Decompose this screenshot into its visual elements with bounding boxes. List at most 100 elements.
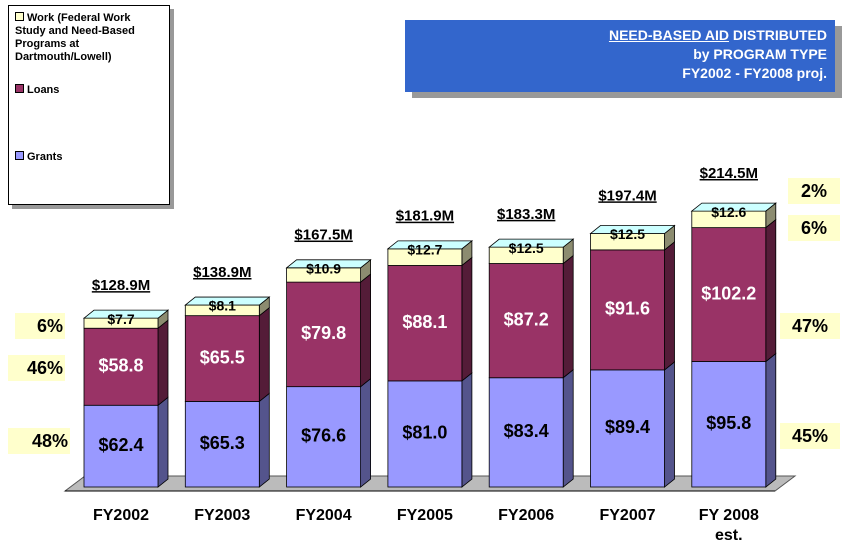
annotation-box [788, 178, 840, 204]
bar-segment [691, 361, 767, 488]
bar-segment [387, 380, 463, 488]
bar-top [285, 259, 372, 269]
x-tick-label: FY 2008 est. [698, 507, 759, 544]
legend-swatch [15, 151, 24, 160]
x-tick-label: FY2004 [295, 507, 352, 524]
value-label: $88.1 [402, 312, 447, 332]
legend-entry: Loans [15, 84, 163, 97]
bar-side [664, 361, 675, 488]
bar-side [765, 352, 777, 488]
bar-segment [488, 377, 564, 488]
bar-segment [184, 315, 260, 402]
bar-segment [590, 369, 665, 488]
total-label: $183.3M [497, 206, 555, 223]
bar-top [82, 309, 170, 319]
bar-segment [387, 265, 463, 382]
bar-side [562, 368, 574, 488]
title-underlined: NEED-BASED AID [608, 27, 729, 43]
bar-side [157, 396, 169, 488]
total-label: $181.9M [396, 208, 454, 225]
x-tick-label: FY2005 [396, 507, 453, 524]
legend-label: Grants [27, 151, 63, 163]
value-label: $91.6 [605, 299, 650, 319]
value-label: $10.9 [306, 261, 341, 277]
value-label: $8.1 [209, 298, 236, 314]
bar-segment [83, 327, 159, 406]
bar-top [488, 238, 575, 248]
value-label: $102.2 [701, 283, 756, 303]
bar-side [461, 372, 473, 488]
total-label: $214.5M [700, 165, 758, 182]
legend-entry: Work (Federal Work Study and Need-Based … [15, 12, 163, 64]
annotation: 2% [801, 181, 827, 201]
legend-entry: Grants [15, 151, 163, 164]
legend-label: Loans [27, 84, 60, 96]
bar-side [360, 377, 372, 488]
title-line: FY2002 - FY2008 proj. [682, 65, 827, 81]
x-tick-label: FY2007 [599, 507, 656, 524]
bar-side [562, 254, 574, 379]
total-label: $197.4M [598, 187, 656, 204]
bar-side [258, 392, 270, 488]
annotation-box [780, 313, 840, 339]
bar-segment [590, 249, 665, 371]
annotation-box [780, 423, 840, 449]
annotation: 46% [27, 358, 63, 378]
bar-segment [286, 281, 362, 388]
value-label: $79.8 [301, 323, 346, 343]
annotation: 47% [792, 316, 828, 336]
bar-top [184, 296, 271, 306]
bar-side [360, 273, 372, 388]
bar-top [386, 240, 474, 250]
bar-segment [691, 227, 767, 362]
annotation-box [8, 428, 70, 454]
total-label: $128.9M [92, 277, 150, 294]
legend-swatch [15, 12, 24, 21]
legend: Work (Federal Work Study and Need-Based … [8, 5, 170, 205]
bar-side [258, 306, 270, 403]
value-label: $12.5 [509, 240, 544, 256]
x-tick-label: FY2003 [194, 507, 251, 524]
value-label: $58.8 [98, 355, 143, 375]
annotation-box [8, 355, 65, 381]
value-label: $89.4 [605, 417, 650, 437]
x-tick-label: FY2006 [498, 507, 555, 524]
annotation-box [15, 313, 65, 339]
value-label: $95.8 [706, 413, 751, 433]
bar-segment [286, 386, 362, 488]
value-label: $76.6 [301, 426, 346, 446]
title-line: by PROGRAM TYPE [693, 46, 827, 62]
value-label: $83.4 [504, 421, 549, 441]
annotation: 6% [37, 316, 63, 336]
bar-side [765, 218, 777, 363]
title-line: NEED-BASED AID DISTRIBUTED [405, 26, 827, 45]
legend-swatch [15, 84, 24, 93]
legend-label: Work (Federal Work Study and Need-Based … [15, 12, 135, 63]
value-label: $12.5 [610, 226, 645, 242]
annotation: 48% [32, 431, 68, 451]
title-rest: DISTRIBUTED [729, 27, 827, 43]
bar-top [589, 225, 676, 234]
annotation: 45% [792, 426, 828, 446]
bar-top [690, 202, 777, 212]
annotation: 6% [801, 218, 827, 238]
bar-side [157, 319, 169, 407]
bar-side [461, 256, 473, 382]
value-label: $62.4 [98, 435, 143, 455]
value-label: $12.7 [407, 242, 442, 258]
annotation-box [788, 215, 840, 241]
bar-segment [488, 263, 564, 379]
value-label: $65.5 [200, 347, 245, 367]
value-label: $81.0 [402, 423, 447, 443]
title-box: NEED-BASED AID DISTRIBUTED by PROGRAM TY… [405, 20, 835, 92]
total-label: $138.9M [193, 264, 251, 281]
value-label: $65.3 [200, 433, 245, 453]
bar-segment [184, 401, 260, 488]
value-label: $87.2 [504, 309, 549, 329]
value-label: $12.6 [711, 204, 746, 220]
total-label: $167.5M [294, 227, 352, 244]
value-label: $7.7 [107, 311, 134, 327]
bar-side [664, 241, 675, 371]
